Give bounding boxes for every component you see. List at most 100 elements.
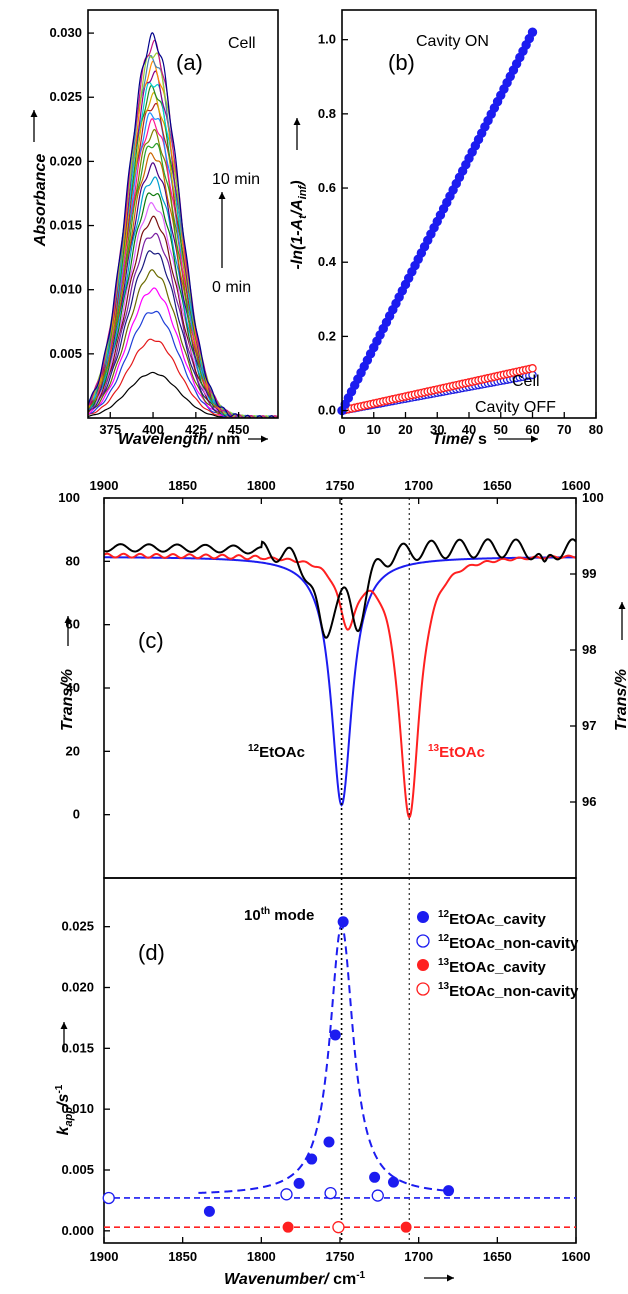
- absorbance-spectrum: [88, 287, 278, 418]
- absorbance-spectrum: [88, 232, 278, 418]
- absorbance-spectrum: [88, 310, 278, 418]
- cavity-off-label: Cavity OFF: [475, 399, 556, 416]
- panel-b-frame: [341, 9, 597, 419]
- x-tick-label: 50: [494, 422, 508, 437]
- x-label-arrow-head: [261, 435, 268, 443]
- x-axis-label: Wavenumber/ cm-1: [224, 1270, 366, 1288]
- spectra-group: [88, 31, 278, 418]
- x-tick-label: 1600: [562, 1249, 591, 1264]
- y-tick-label: 0.8: [318, 106, 336, 121]
- y-tick-label: 100: [58, 490, 80, 505]
- y-label-arrow: [60, 1022, 68, 1052]
- data-point: [280, 1188, 293, 1201]
- cavity-on-label: Cavity ON: [416, 33, 489, 50]
- x-label-arrow: [498, 435, 538, 443]
- panel-label: (a): [176, 50, 203, 75]
- y2-label-arrow-head: [618, 602, 626, 609]
- series-12etoac_non-cavity: [102, 1186, 384, 1205]
- time-arrow: [218, 192, 226, 268]
- y-tick-label: 80: [66, 553, 80, 568]
- x-tick-label: 20: [398, 422, 412, 437]
- x-tick-label: 80: [589, 422, 603, 437]
- y-tick-label: 0.020: [49, 153, 82, 168]
- legend: 12EtOAc_cavity 12EtOAc_non-cavity 13EtOAc_…: [416, 909, 579, 1000]
- panel-label: (c): [138, 628, 164, 653]
- data-point: [369, 1171, 381, 1183]
- x-tick-label: 1900: [90, 478, 119, 493]
- data-point: [332, 1221, 345, 1234]
- y-tick-label: 0.4: [318, 254, 337, 269]
- cell-label: Cell: [512, 373, 540, 390]
- y2-tick-label: 96: [582, 794, 596, 809]
- x-tick-label: 450: [228, 422, 250, 437]
- x-tick-label: 0: [338, 422, 345, 437]
- x-tick-label: 375: [99, 422, 121, 437]
- data-point: [371, 1189, 384, 1202]
- data-point: [203, 1205, 215, 1217]
- y-label-arrow-head: [64, 616, 72, 623]
- y-tick-label: 0.025: [49, 89, 82, 104]
- panel-d: 1900 1850 1800 1750 1700 1650 1600 0.000 0.005 0.…: [54, 877, 591, 1288]
- x-tick-label: 70: [557, 422, 571, 437]
- y-tick-label: 0.020: [61, 980, 94, 995]
- data-point: [400, 1221, 412, 1233]
- y-tick-label: 0.0: [318, 403, 336, 418]
- data-point: [337, 916, 349, 928]
- y-tick-label: 20: [66, 743, 80, 758]
- absorbance-spectrum: [88, 118, 276, 418]
- x-tick-label: 1600: [562, 478, 591, 493]
- x-tick-label: 1800: [247, 1249, 276, 1264]
- y-axis-label: Trans/%: [59, 669, 76, 731]
- y-label-arrow: [30, 110, 38, 142]
- data-point: [282, 1221, 294, 1233]
- y2-tick-label: 100: [582, 490, 604, 505]
- x-label-arrow-head: [531, 435, 538, 443]
- y-label-arrow-head: [293, 118, 301, 125]
- panel-c: 1900 1850 1800 1750 1700 1650 1600020406080100…: [58, 478, 628, 879]
- series-12etoac_cavity: [203, 916, 455, 1217]
- panel-label: (b): [388, 50, 415, 75]
- legend-label: 13EtOAc_non-cavity: [438, 981, 579, 1000]
- legend-marker: [417, 911, 429, 923]
- y-tick-label: 0.025: [61, 919, 94, 934]
- legend-label: 12EtOAc_cavity: [438, 909, 546, 928]
- y-tick-label: 0.010: [49, 282, 82, 297]
- y-tick-label: 0.005: [61, 1162, 94, 1177]
- y2-tick-label: 97: [582, 718, 596, 733]
- y-tick-label: 0.010: [61, 1101, 94, 1116]
- x-axis-label: Time/ s: [432, 431, 487, 448]
- series-13etoac_non-cavity: [332, 1221, 345, 1234]
- lorentzian-fit: [198, 923, 451, 1194]
- absorbance-spectrum: [88, 31, 276, 418]
- y-axis-label: Absorbance: [32, 154, 49, 248]
- transmission-spectrum: [104, 552, 576, 819]
- x-tick-label: 30: [430, 422, 444, 437]
- time-end-label: 10 min: [212, 171, 260, 188]
- y-tick-label: 0.015: [49, 218, 82, 233]
- mode-label: 10th mode: [244, 906, 314, 924]
- x-tick-label: 1650: [483, 1249, 512, 1264]
- y2-label-arrow: [618, 602, 626, 640]
- y-label-arrow: [64, 616, 72, 646]
- time-start-label: 0 min: [212, 279, 251, 296]
- x-tick-label: 1750: [326, 1249, 355, 1264]
- x-tick-label: 40: [462, 422, 476, 437]
- x-tick-label: 1850: [168, 1249, 197, 1264]
- y-label-arrow: [293, 118, 301, 150]
- legend-marker: [416, 934, 430, 948]
- y-label-arrow-head: [30, 110, 38, 117]
- y-tick-label: 1.0: [318, 32, 336, 47]
- data-point: [324, 1186, 337, 1200]
- y2-axis-label: Trans/%: [613, 669, 628, 731]
- absorbance-spectrum: [88, 176, 278, 418]
- x-label-arrow-head: [447, 1274, 454, 1282]
- y-tick-label: 0.2: [318, 328, 336, 343]
- label-12etoac: 12EtOAc: [248, 743, 305, 761]
- data-point: [102, 1191, 115, 1205]
- y-tick-label: 0.015: [61, 1040, 94, 1055]
- panel-a-frame: [87, 9, 279, 419]
- data-point: [527, 27, 538, 37]
- cell-label: Cell: [228, 35, 256, 52]
- y2-tick-label: 99: [582, 566, 596, 581]
- x-tick-label: 10: [367, 422, 381, 437]
